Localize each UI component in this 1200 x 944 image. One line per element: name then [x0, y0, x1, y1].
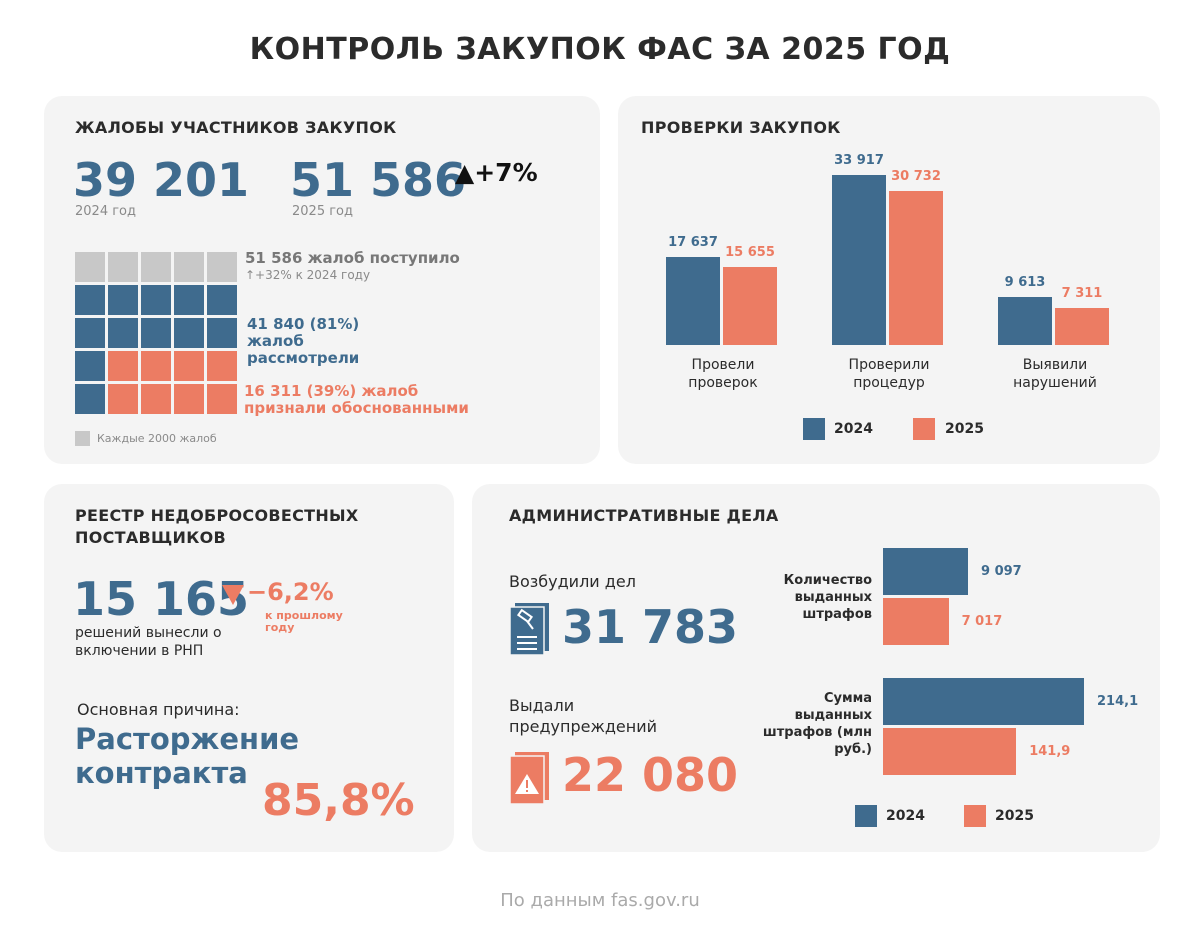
- legend-swatch-2025: [913, 418, 935, 440]
- gavel-document-icon: [509, 603, 549, 655]
- bar-value-label: 9 613: [1004, 274, 1046, 290]
- hbar-value-label: 7 017: [961, 614, 1003, 629]
- waffle-cell-reviewed: [75, 318, 105, 348]
- reason-text: Расторжение контракта: [75, 722, 300, 790]
- waffle-cell-received: [141, 252, 171, 282]
- waffle-cell-reviewed: [141, 285, 171, 315]
- legend-label-2024: 2024: [886, 808, 925, 824]
- complaints-2024-value: 39 201: [73, 153, 250, 207]
- hbar-category-label: Количество выданных штрафов: [783, 573, 872, 622]
- category-label: Провели проверок: [688, 357, 758, 391]
- reason-percent: 85,8%: [262, 775, 415, 826]
- waffle-cell-reviewed: [108, 318, 138, 348]
- hbar-2024: [883, 678, 1084, 725]
- waffle-cell-justified: [174, 384, 204, 414]
- waffle-cell-reviewed: [174, 285, 204, 315]
- admin-card: [472, 484, 1160, 852]
- waffle-cell-reviewed: [108, 285, 138, 315]
- hbar-2025: [883, 728, 1017, 775]
- category-label: Проверили процедур: [848, 357, 930, 391]
- bar-2024: [998, 296, 1052, 345]
- hbar-value-label: 141,9: [1029, 744, 1071, 759]
- waffle-cell-justified: [108, 384, 138, 414]
- waffle-cell-reviewed: [207, 318, 237, 348]
- complaints-2025-value: 51 586: [290, 153, 467, 207]
- legend-label-2024: 2024: [834, 421, 873, 437]
- registry-heading: РЕЕСТР НЕДОБРОСОВЕСТНЫХ ПОСТАВЩИКОВ: [75, 506, 359, 547]
- waffle-cell-received: [75, 252, 105, 282]
- legend-swatch-2025: [964, 805, 986, 827]
- warnings-value: 22 080: [562, 748, 739, 802]
- admin-heading: АДМИНИСТРАТИВНЫЕ ДЕЛА: [509, 506, 779, 525]
- received-text: 51 586 жалоб поступило: [245, 249, 460, 267]
- hbar-value-label: 214,1: [1097, 694, 1139, 709]
- hbar-category-label: Сумма выданных штрафов (млн руб.): [762, 691, 872, 757]
- legend-label-2025: 2025: [945, 421, 984, 437]
- waffle-cell-received: [174, 252, 204, 282]
- legend-swatch-2024: [855, 805, 877, 827]
- bar-value-label: 7 311: [1061, 286, 1103, 302]
- waffle-cell-reviewed: [75, 351, 105, 381]
- hbar-2025: [883, 598, 949, 645]
- bar-value-label: 30 732: [891, 168, 941, 184]
- bar-2025: [889, 190, 943, 345]
- bar-value-label: 17 637: [668, 234, 718, 250]
- bar-2025: [723, 266, 777, 345]
- waffle-cell-justified: [207, 384, 237, 414]
- hbar-2024: [883, 548, 968, 595]
- legend-label-2025: 2025: [995, 808, 1034, 824]
- registry-change: −6,2%: [247, 578, 334, 606]
- cases-label: Возбудили дел: [509, 572, 636, 591]
- received-sub: ↑+32% к 2024 году: [245, 268, 371, 282]
- category-label: Выявили нарушений: [1013, 357, 1097, 391]
- complaints-change: ▲+7%: [455, 158, 538, 187]
- waffle-cell-reviewed: [207, 285, 237, 315]
- complaints-2024-label: 2024 год: [75, 204, 136, 219]
- bar-2024: [832, 175, 886, 345]
- legend-swatch-2024: [803, 418, 825, 440]
- waffle-cell-justified: [207, 351, 237, 381]
- source-footer: По данным fas.gov.ru: [500, 890, 700, 911]
- reason-label: Основная причина:: [77, 700, 240, 719]
- hbar-value-label: 9 097: [981, 564, 1022, 579]
- registry-card: [44, 484, 454, 852]
- inspections-heading: ПРОВЕРКИ ЗАКУПОК: [641, 118, 841, 137]
- waffle-cell-reviewed: [174, 318, 204, 348]
- justified-text: 16 311 (39%) жалоб признали обоснованным…: [244, 382, 469, 417]
- page-title: КОНТРОЛЬ ЗАКУПОК ФАС ЗА 2025 ГОД: [249, 32, 951, 67]
- waffle-cell-reviewed: [141, 318, 171, 348]
- registry-change-sub: к прошлому году: [265, 609, 343, 634]
- waffle-cell-justified: [174, 351, 204, 381]
- waffle-cell-justified: [108, 351, 138, 381]
- reviewed-text: 41 840 (81%) жалоб рассмотрели: [247, 315, 360, 367]
- bar-2024: [666, 256, 720, 345]
- complaints-heading: ЖАЛОБЫ УЧАСТНИКОВ ЗАКУПОК: [75, 118, 397, 137]
- down-triangle-icon: [222, 585, 244, 605]
- waffle-cell-received: [108, 252, 138, 282]
- waffle-cell-reviewed: [75, 285, 105, 315]
- bar-value-label: 15 655: [725, 244, 775, 260]
- waffle-cell-reviewed: [75, 384, 105, 414]
- waffle-cell-justified: [141, 351, 171, 381]
- bar-2025: [1055, 308, 1109, 345]
- warnings-label: Выдали предупреждений: [509, 696, 658, 736]
- registry-value: 15 165: [73, 572, 250, 626]
- waffle-legend: Каждые 2000 жалоб: [97, 432, 217, 445]
- complaints-2025-label: 2025 год: [292, 204, 353, 219]
- waffle-cell-justified: [141, 384, 171, 414]
- warning-document-icon: [509, 752, 549, 804]
- cases-value: 31 783: [562, 600, 739, 654]
- bar-value-label: 33 917: [834, 153, 884, 168]
- waffle-cell-received: [207, 252, 237, 282]
- legend-gray-square: [75, 431, 90, 446]
- registry-desc: решений вынесли о включении в РНП: [75, 625, 222, 659]
